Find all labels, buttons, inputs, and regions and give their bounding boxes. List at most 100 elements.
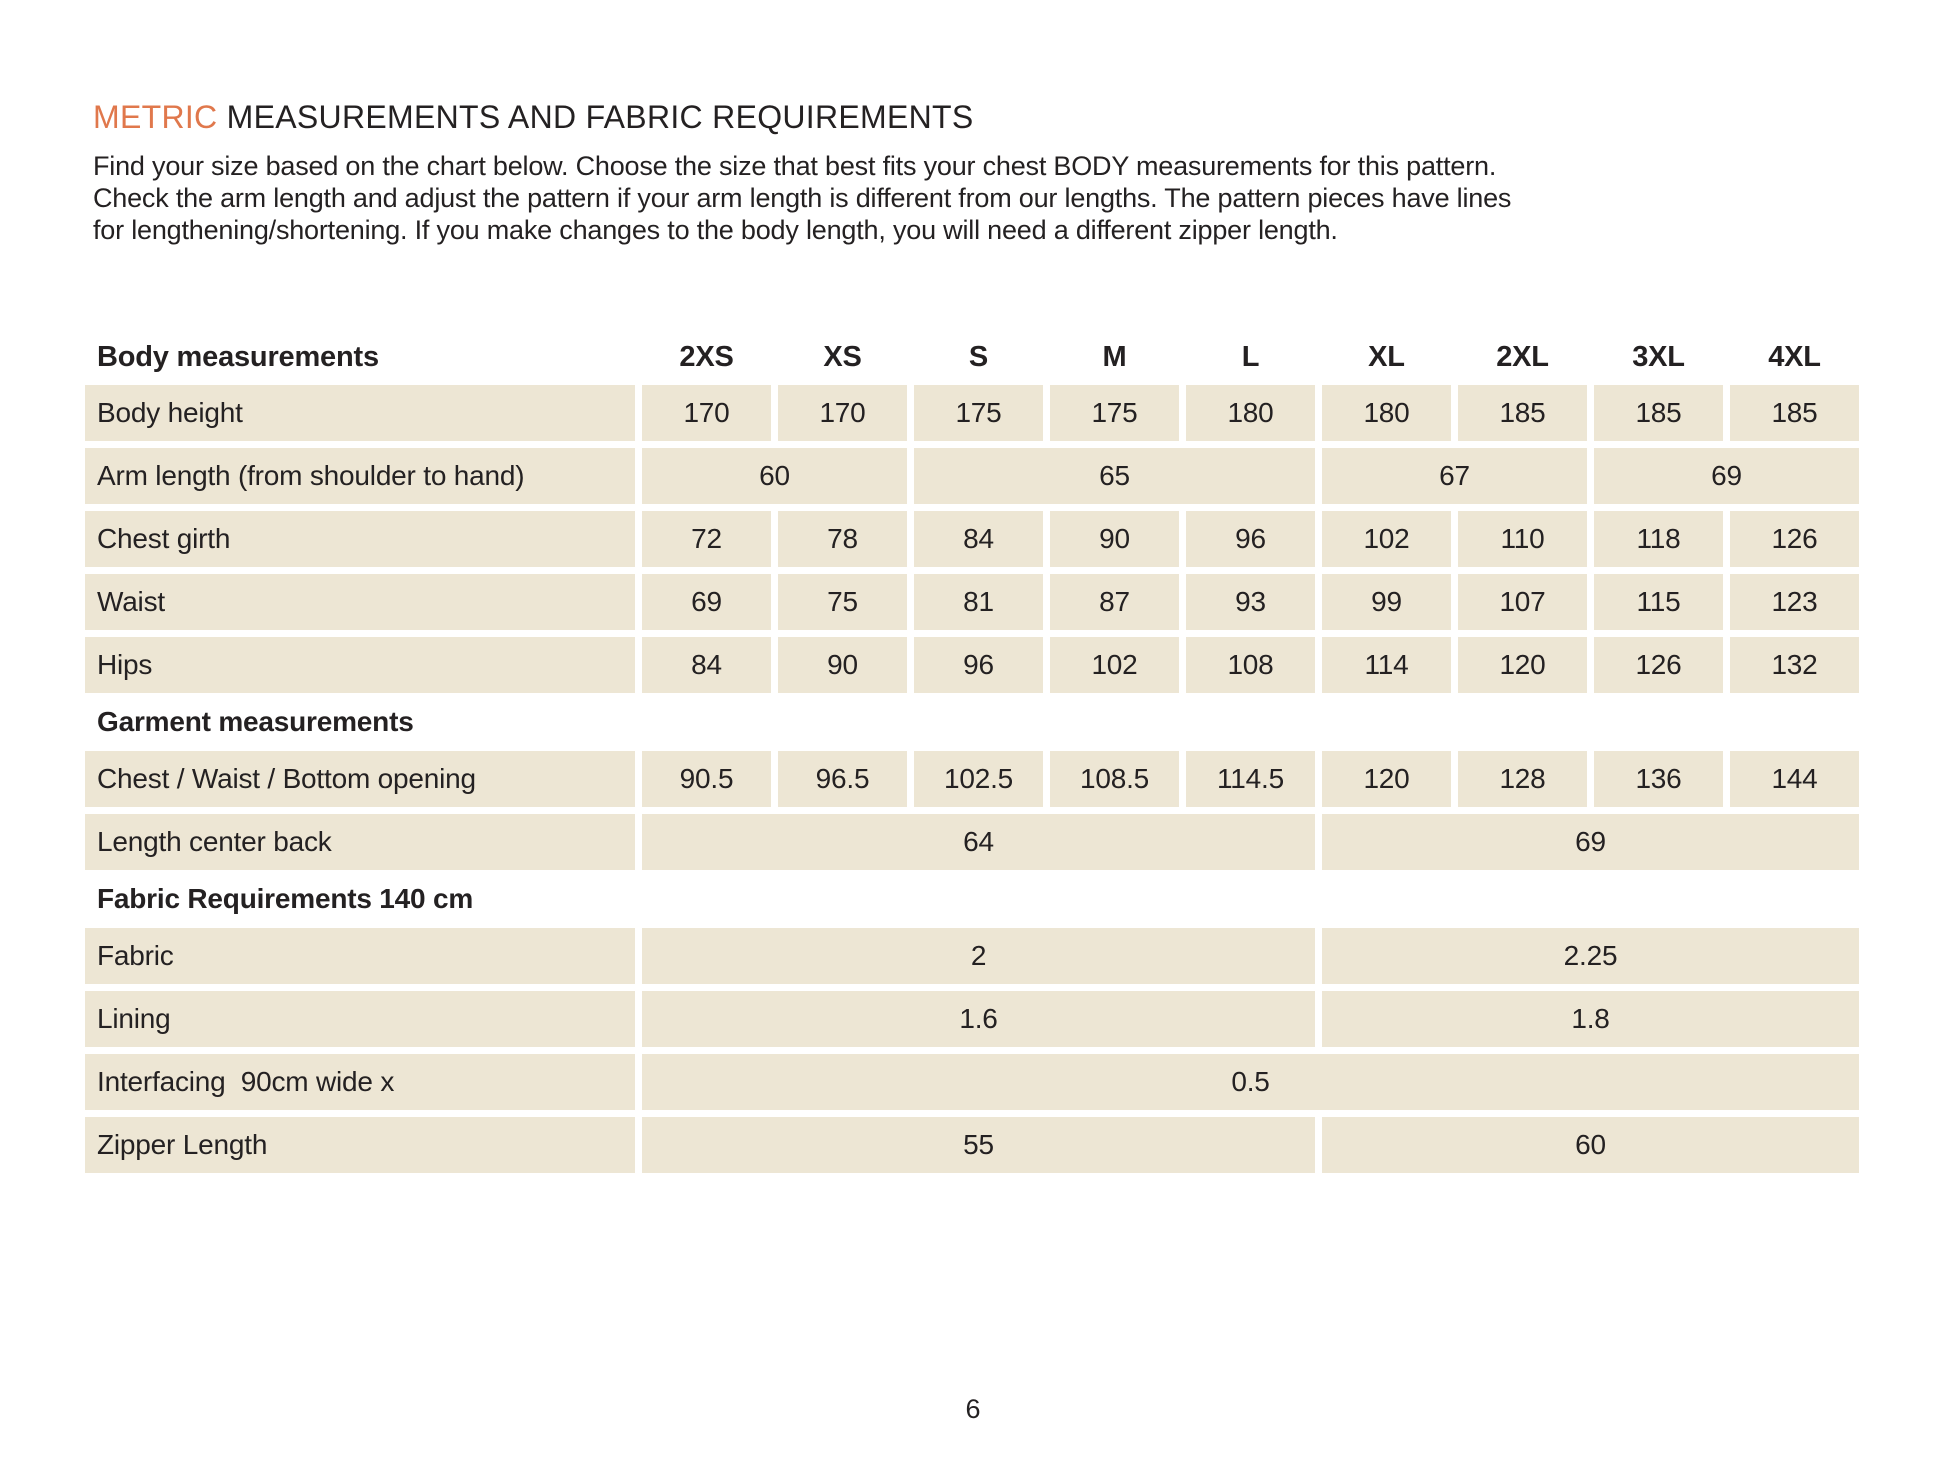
row-label-cell: Lining [85, 991, 635, 1047]
value-cell: 93 [1186, 574, 1315, 630]
value-cell: 99 [1322, 574, 1451, 630]
value-cell: 170 [642, 385, 771, 441]
intro-paragraph: Find your size based on the chart below.… [93, 150, 1946, 246]
value-cell: 96 [914, 637, 1043, 693]
value-cell: 67 [1322, 448, 1587, 504]
table-header-row: Body measurements 2XS XS S M L XL 2XL 3XL 4XL [85, 336, 1859, 378]
value-cell: 90.5 [642, 751, 771, 807]
section-heading-cell: Fabric Requirements 140 cm [97, 883, 474, 914]
size-column-header: S [968, 340, 989, 373]
table-row: Interfacing 90cm wide x 0.5 [85, 1054, 1859, 1110]
value-cell: 69 [1322, 814, 1859, 870]
size-column-header: 4XL [1768, 340, 1821, 373]
value-cell: 60 [642, 448, 907, 504]
section-heading-cell: Garment measurements [97, 706, 414, 737]
value-cell: 115 [1594, 574, 1723, 630]
size-column-header: XL [1368, 340, 1405, 373]
value-cell: 126 [1594, 637, 1723, 693]
value-cell: 2.25 [1322, 928, 1859, 984]
value-cell: 136 [1594, 751, 1723, 807]
value-cell: 132 [1730, 637, 1859, 693]
page-title: METRIC MEASUREMENTS AND FABRIC REQUIREME… [93, 98, 1946, 136]
intro-line: for lengthening/shortening. If you make … [93, 215, 1338, 245]
value-cell: 81 [914, 574, 1043, 630]
table-row: Lining 1.6 1.8 [85, 991, 1859, 1047]
section-heading-row: Garment measurements [85, 700, 1859, 744]
value-cell: 1.8 [1322, 991, 1859, 1047]
value-cell: 185 [1730, 385, 1859, 441]
table-row: Chest girth 72 78 84 90 96 102 110 118 126 [85, 511, 1859, 567]
size-column-header: 3XL [1632, 340, 1685, 373]
value-cell: 72 [642, 511, 771, 567]
table-row: Hips 84 90 96 102 108 114 120 126 132 [85, 637, 1859, 693]
row-label-cell: Waist [85, 574, 635, 630]
value-cell: 0.5 [642, 1054, 1859, 1110]
value-cell: 84 [914, 511, 1043, 567]
value-cell: 65 [914, 448, 1315, 504]
value-cell: 128 [1458, 751, 1587, 807]
size-column-header: 2XS [679, 340, 734, 373]
value-cell: 126 [1730, 511, 1859, 567]
row-label-cell: Fabric [85, 928, 635, 984]
value-cell: 102 [1050, 637, 1179, 693]
value-cell: 185 [1458, 385, 1587, 441]
table-row: Zipper Length 55 60 [85, 1117, 1859, 1173]
row-label-cell: Chest / Waist / Bottom opening [85, 751, 635, 807]
value-cell: 96 [1186, 511, 1315, 567]
value-cell: 107 [1458, 574, 1587, 630]
section-heading-row: Fabric Requirements 140 cm [85, 877, 1859, 921]
table-row: Waist 69 75 81 87 93 99 107 115 123 [85, 574, 1859, 630]
value-cell: 185 [1594, 385, 1723, 441]
value-cell: 120 [1458, 637, 1587, 693]
size-column-header: XS [823, 340, 862, 373]
header-label-cell: Body measurements [97, 340, 379, 373]
value-cell: 2 [642, 928, 1315, 984]
value-cell: 120 [1322, 751, 1451, 807]
value-cell: 180 [1186, 385, 1315, 441]
value-cell: 78 [778, 511, 907, 567]
title-highlight: METRIC [93, 99, 218, 135]
row-label-cell: Body height [85, 385, 635, 441]
table-row: Body height 170 170 175 175 180 180 185 185 185 [85, 385, 1859, 441]
table-body: Body height 170 170 175 175 180 180 185 185 185 Ar… [85, 385, 1859, 1173]
value-cell: 108.5 [1050, 751, 1179, 807]
value-cell: 175 [1050, 385, 1179, 441]
value-cell: 55 [642, 1117, 1315, 1173]
document-page: METRIC MEASUREMENTS AND FABRIC REQUIREME… [0, 98, 1946, 1424]
row-label-cell: Arm length (from shoulder to hand) [85, 448, 635, 504]
value-cell: 144 [1730, 751, 1859, 807]
value-cell: 102 [1322, 511, 1451, 567]
value-cell: 108 [1186, 637, 1315, 693]
value-cell: 60 [1322, 1117, 1859, 1173]
row-label-cell: Hips [85, 637, 635, 693]
size-column-header: 2XL [1496, 340, 1549, 373]
row-label-cell: Chest girth [85, 511, 635, 567]
value-cell: 96.5 [778, 751, 907, 807]
value-cell: 170 [778, 385, 907, 441]
value-cell: 90 [1050, 511, 1179, 567]
table-row: Chest / Waist / Bottom opening 90.5 96.5 10… [85, 751, 1859, 807]
page-number: 6 [965, 1394, 981, 1424]
intro-line: Find your size based on the chart below.… [93, 151, 1497, 181]
value-cell: 118 [1594, 511, 1723, 567]
size-column-header: L [1241, 340, 1260, 373]
row-label-cell: Zipper Length [85, 1117, 635, 1173]
value-cell: 123 [1730, 574, 1859, 630]
value-cell: 175 [914, 385, 1043, 441]
size-table: Body measurements 2XS XS S M L XL 2XL 3XL 4XL Bo… [78, 329, 1866, 1180]
value-cell: 64 [642, 814, 1315, 870]
value-cell: 110 [1458, 511, 1587, 567]
value-cell: 69 [642, 574, 771, 630]
value-cell: 69 [1594, 448, 1859, 504]
table-row: Length center back 64 69 [85, 814, 1859, 870]
row-label-cell: Length center back [85, 814, 635, 870]
size-column-header: M [1102, 340, 1127, 373]
value-cell: 90 [778, 637, 907, 693]
value-cell: 114 [1322, 637, 1451, 693]
value-cell: 102.5 [914, 751, 1043, 807]
title-rest: MEASUREMENTS AND FABRIC REQUIREMENTS [217, 99, 974, 135]
value-cell: 180 [1322, 385, 1451, 441]
table-row: Arm length (from shoulder to hand) 60 65 67… [85, 448, 1859, 504]
value-cell: 75 [778, 574, 907, 630]
value-cell: 84 [642, 637, 771, 693]
